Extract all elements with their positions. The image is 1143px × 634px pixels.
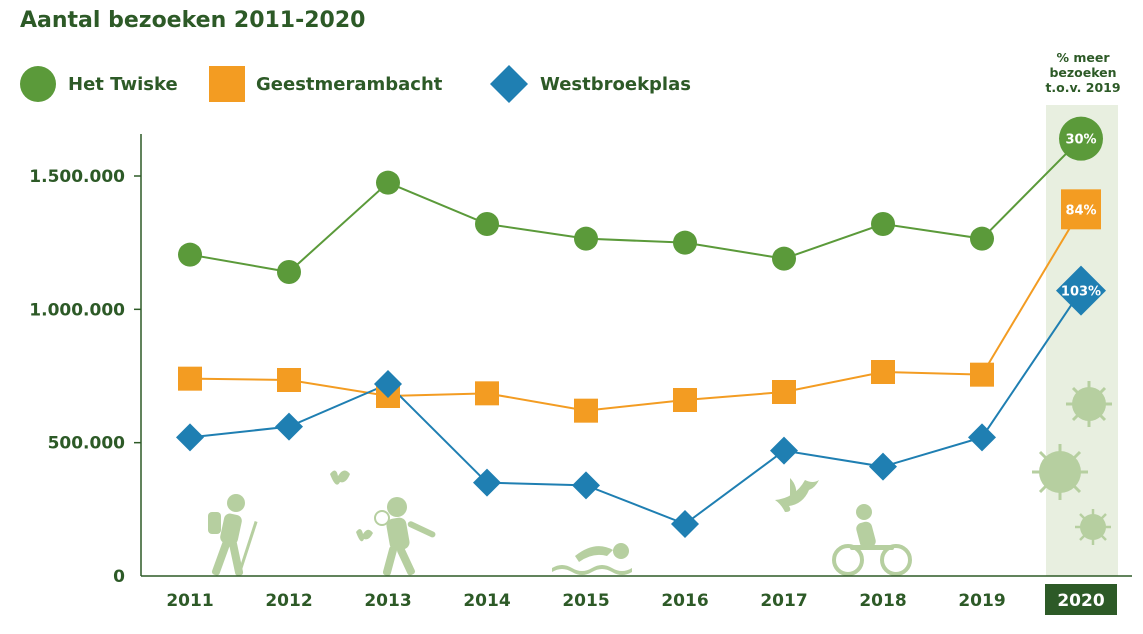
hiker-icon: [208, 494, 258, 576]
x-tick-highlight-box: [1045, 584, 1117, 615]
legend-label: Het Twiske: [68, 73, 178, 95]
swimmer-icon: [552, 543, 632, 575]
highlight-band-2020: [1046, 105, 1118, 576]
y-tick-label: 500.000: [48, 434, 126, 454]
data-point: [374, 370, 402, 398]
data-point: [772, 380, 796, 404]
y-ticks: 0 500.000 1.000.000 1.500.000: [29, 167, 141, 587]
x-tick-label: 2019: [958, 591, 1005, 611]
data-point: [572, 471, 600, 500]
data-point: [970, 362, 994, 387]
series-line: [189, 137, 1082, 274]
data-point: [1059, 116, 1103, 161]
x-tick-label: 2012: [265, 591, 312, 611]
data-point: [673, 230, 697, 255]
data-point: [178, 366, 202, 391]
x-ticks: 2011 2012 2013 2014 2015 2016 2017 2018 2019 2020: [166, 584, 1117, 615]
series-line: [189, 290, 1082, 526]
bird-icon: [775, 478, 819, 512]
cyclist-icon: [832, 504, 912, 576]
highlight-note: % meer bezoeken t.o.v. 2019: [1034, 50, 1132, 95]
data-point: [1056, 265, 1106, 316]
data-point: [1061, 189, 1101, 230]
data-label: 30%: [1065, 133, 1096, 148]
legend-circle-marker: [20, 66, 56, 102]
highlight-note-line: t.o.v. 2019: [1045, 80, 1121, 95]
data-point: [475, 381, 499, 406]
x-tick-label: 2020: [1057, 591, 1104, 611]
x-tick-label: 2014: [463, 591, 510, 611]
data-point: [968, 423, 996, 452]
data-point: [277, 260, 301, 284]
y-tick-label: 1.500.000: [29, 167, 125, 187]
data-point: [970, 226, 994, 251]
data-point: [673, 388, 697, 412]
data-point: [275, 412, 303, 441]
legend-square-marker: [209, 66, 245, 102]
data-point: [277, 368, 301, 392]
legend-item-geestmerambacht: Geestmerambacht: [208, 64, 442, 104]
data-label: 103%: [1061, 285, 1101, 300]
legend-label: Geestmerambacht: [256, 73, 443, 95]
data-point: [376, 170, 400, 195]
data-point: [770, 436, 798, 465]
legend-item-het-twiske: Het Twiske: [18, 64, 178, 104]
x-tick-label: 2017: [760, 591, 807, 611]
data-point: [178, 242, 202, 267]
highlight-note-line: bezoeken: [1049, 65, 1117, 80]
data-point: [574, 398, 598, 423]
series-layer: 30% 84% 103%: [176, 116, 1106, 538]
data-point: [871, 360, 895, 384]
x-tick-label: 2015: [562, 591, 609, 611]
x-tick-label: 2018: [859, 591, 906, 611]
legend-label: Westbroekplas: [540, 73, 691, 95]
data-point: [176, 423, 204, 452]
y-tick-label: 0: [113, 567, 125, 587]
butterfly-catcher-icon: [330, 470, 436, 576]
legend-item-westbroekplas: Westbroekplas: [488, 64, 691, 104]
x-tick-label: 2013: [364, 591, 411, 611]
y-tick-label: 1.000.000: [29, 300, 125, 320]
legend-diamond-marker: [490, 65, 528, 103]
decorative-pictograms: [208, 381, 1112, 576]
data-point: [475, 212, 499, 236]
x-tick-label: 2011: [166, 591, 213, 611]
data-point: [473, 468, 501, 497]
data-point: [871, 212, 895, 236]
data-label: 84%: [1065, 203, 1096, 218]
data-point: [574, 226, 598, 251]
highlight-note-line: % meer: [1056, 50, 1110, 65]
x-tick-label: 2016: [661, 591, 708, 611]
data-point: [869, 452, 897, 481]
series-line: [189, 208, 1082, 412]
virus-icon: [1032, 381, 1112, 545]
data-point: [671, 510, 699, 538]
data-point: [772, 246, 796, 271]
chart-title: Aantal bezoeken 2011-2020: [20, 8, 366, 33]
